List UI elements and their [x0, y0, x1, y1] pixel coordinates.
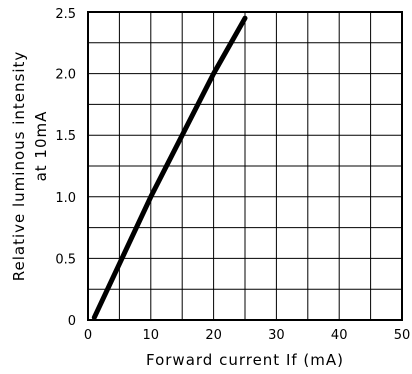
y-tick-label: 2.0 — [55, 68, 76, 83]
y-axis-ticks: 0 0.5 1.0 1.5 2.0 2.5 — [55, 7, 76, 329]
y-axis-title-line2: at 10mA — [32, 111, 50, 182]
x-tick-label: 10 — [143, 328, 160, 343]
x-axis-ticks: 0 10 20 30 40 50 — [84, 328, 410, 343]
x-tick-label: 0 — [84, 328, 92, 343]
x-tick-label: 30 — [268, 328, 285, 343]
y-tick-label: 2.5 — [55, 7, 76, 22]
y-tick-label: 0 — [68, 314, 76, 329]
y-axis-title-line1: Relative luminous intensity — [10, 51, 28, 282]
x-axis-title: Forward current If (mA) — [146, 351, 344, 369]
plot-frame — [87, 11, 403, 321]
series-layer — [91, 15, 248, 320]
x-tick-label: 40 — [331, 328, 348, 343]
grid — [88, 12, 402, 320]
y-tick-label: 0.5 — [55, 252, 76, 267]
x-tick-label: 50 — [394, 328, 411, 343]
y-tick-label: 1.0 — [55, 191, 76, 206]
series-line-1 — [91, 15, 248, 320]
x-tick-label: 20 — [205, 328, 222, 343]
y-axis-title: Relative luminous intensity at 10mA — [10, 51, 50, 282]
y-tick-label: 1.5 — [55, 129, 76, 144]
